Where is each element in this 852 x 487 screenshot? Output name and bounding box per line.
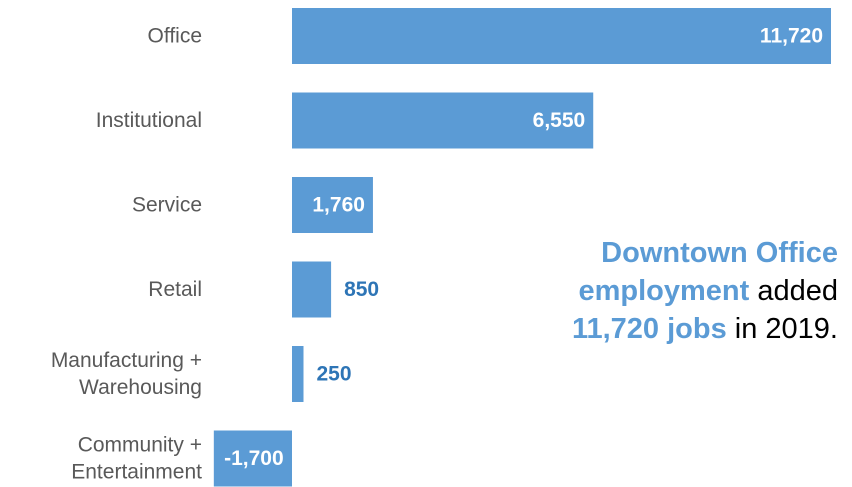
category-label-community-entertainment: Community + Entertainment	[71, 434, 202, 484]
bar-institutional	[292, 92, 594, 149]
value-label-institutional: 6,550	[533, 109, 586, 132]
callout-line-1: Downtown Office	[478, 234, 838, 272]
callout-highlight-3: 11,720 jobs	[571, 313, 727, 345]
bar-service	[292, 177, 373, 233]
category-label-service: Service	[132, 194, 202, 217]
value-label-manufacturing-warehousing: 250	[316, 363, 351, 386]
callout-plain-1: added	[749, 275, 838, 307]
value-label-retail: 850	[344, 278, 379, 301]
bar-retail	[292, 261, 332, 318]
callout-highlight-2: employment	[578, 275, 750, 307]
value-label-service: 1,760	[312, 194, 365, 217]
category-label-manufacturing-warehousing: Manufacturing + Warehousing	[51, 349, 202, 399]
callout-line-2: employment added	[478, 272, 838, 310]
value-label-community-entertainment: -1,700	[224, 447, 284, 470]
category-label-institutional: Institutional	[96, 109, 202, 132]
callout-highlight-1: Downtown Office	[601, 237, 838, 269]
bar-manufacturing-warehousing	[292, 346, 304, 402]
value-label-office: 11,720	[760, 25, 823, 48]
category-label-retail: Retail	[148, 278, 202, 301]
category-label-office: Office	[148, 25, 202, 48]
callout-plain-2: in 2019.	[726, 313, 838, 345]
bar-community-entertainment	[213, 430, 292, 487]
bar-office	[292, 8, 831, 64]
callout-line-3: 11,720 jobs in 2019.	[478, 310, 838, 348]
callout-text: Downtown Office employment added 11,720 …	[478, 234, 838, 348]
